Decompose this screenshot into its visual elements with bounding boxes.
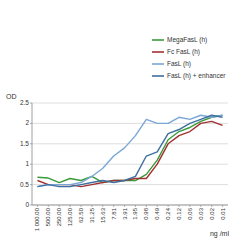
x-tick	[135, 205, 136, 207]
legend-swatch	[152, 51, 164, 53]
grid-line	[32, 205, 228, 206]
grid-line	[32, 103, 228, 104]
y-tick-label: 1	[25, 160, 29, 167]
x-tick-label: 1 000.00	[34, 207, 40, 231]
x-tick	[113, 205, 114, 207]
x-tick	[146, 205, 147, 207]
x-tick	[189, 205, 190, 207]
series-line	[37, 115, 222, 186]
x-tick-label: 0.24	[165, 207, 171, 219]
x-tick-label: 0.98	[143, 207, 149, 219]
y-tick-label: 0.5	[20, 181, 29, 188]
x-tick	[124, 205, 125, 207]
grid-line	[32, 143, 228, 144]
y-tick-label: 1.5	[20, 140, 29, 147]
legend-label: FasL (h) + enhancer	[167, 72, 226, 80]
x-tick	[48, 205, 49, 207]
x-tick	[91, 205, 92, 207]
x-tick-label: 0.02	[209, 207, 215, 219]
x-tick-label: 0.12	[176, 207, 182, 219]
legend-swatch	[152, 63, 164, 65]
y-tick-label: 2	[25, 119, 29, 126]
y-tick-label: 0	[25, 201, 29, 208]
x-tick	[59, 205, 60, 207]
x-tick	[157, 205, 158, 207]
x-tick	[168, 205, 169, 207]
x-tick-label: 125.00	[67, 207, 73, 226]
y-axis-label: OD	[6, 93, 17, 100]
x-tick-label: 250.00	[56, 207, 62, 226]
x-tick-label: 0.01	[220, 207, 226, 219]
x-axis-label: ng /ml	[210, 230, 230, 238]
legend-label: Fc FasL (h)	[167, 48, 200, 56]
y-tick-label: 2.5	[20, 99, 29, 106]
legend-swatch	[152, 39, 164, 41]
x-tick	[200, 205, 201, 207]
x-tick-label: 3.91	[122, 207, 128, 219]
chart: 0 0.5 1 1.5 2 2.5 1 000.00 500.00 250.00 125.00 62…	[0, 0, 240, 240]
legend-swatch	[152, 75, 164, 77]
x-tick-label: 15.63	[100, 207, 106, 223]
x-tick	[81, 205, 82, 207]
grid-line	[32, 164, 228, 165]
y-axis	[32, 103, 33, 205]
x-tick	[179, 205, 180, 207]
x-tick-label: 0.03	[198, 207, 204, 219]
x-tick	[102, 205, 103, 207]
series-line	[37, 121, 222, 186]
x-tick	[211, 205, 212, 207]
x-tick-label: 7.81	[111, 207, 117, 219]
x-tick	[37, 205, 38, 207]
x-tick	[222, 205, 223, 207]
x-axis	[32, 205, 228, 206]
x-tick-label: 62.50	[78, 207, 84, 223]
x-tick-label: 500.00	[45, 207, 51, 226]
series-line	[37, 115, 222, 186]
series-line	[37, 115, 222, 182]
plot-area	[37, 115, 222, 186]
x-tick	[70, 205, 71, 207]
x-tick-label: 1.95	[132, 207, 138, 219]
x-tick-label: 31.25	[89, 207, 95, 223]
legend-label: FasL (h)	[167, 60, 191, 68]
legend-label: MegaFasL (h)	[167, 36, 207, 44]
x-tick-label: 0.49	[154, 207, 160, 219]
x-tick-label: 0.06	[187, 207, 193, 219]
